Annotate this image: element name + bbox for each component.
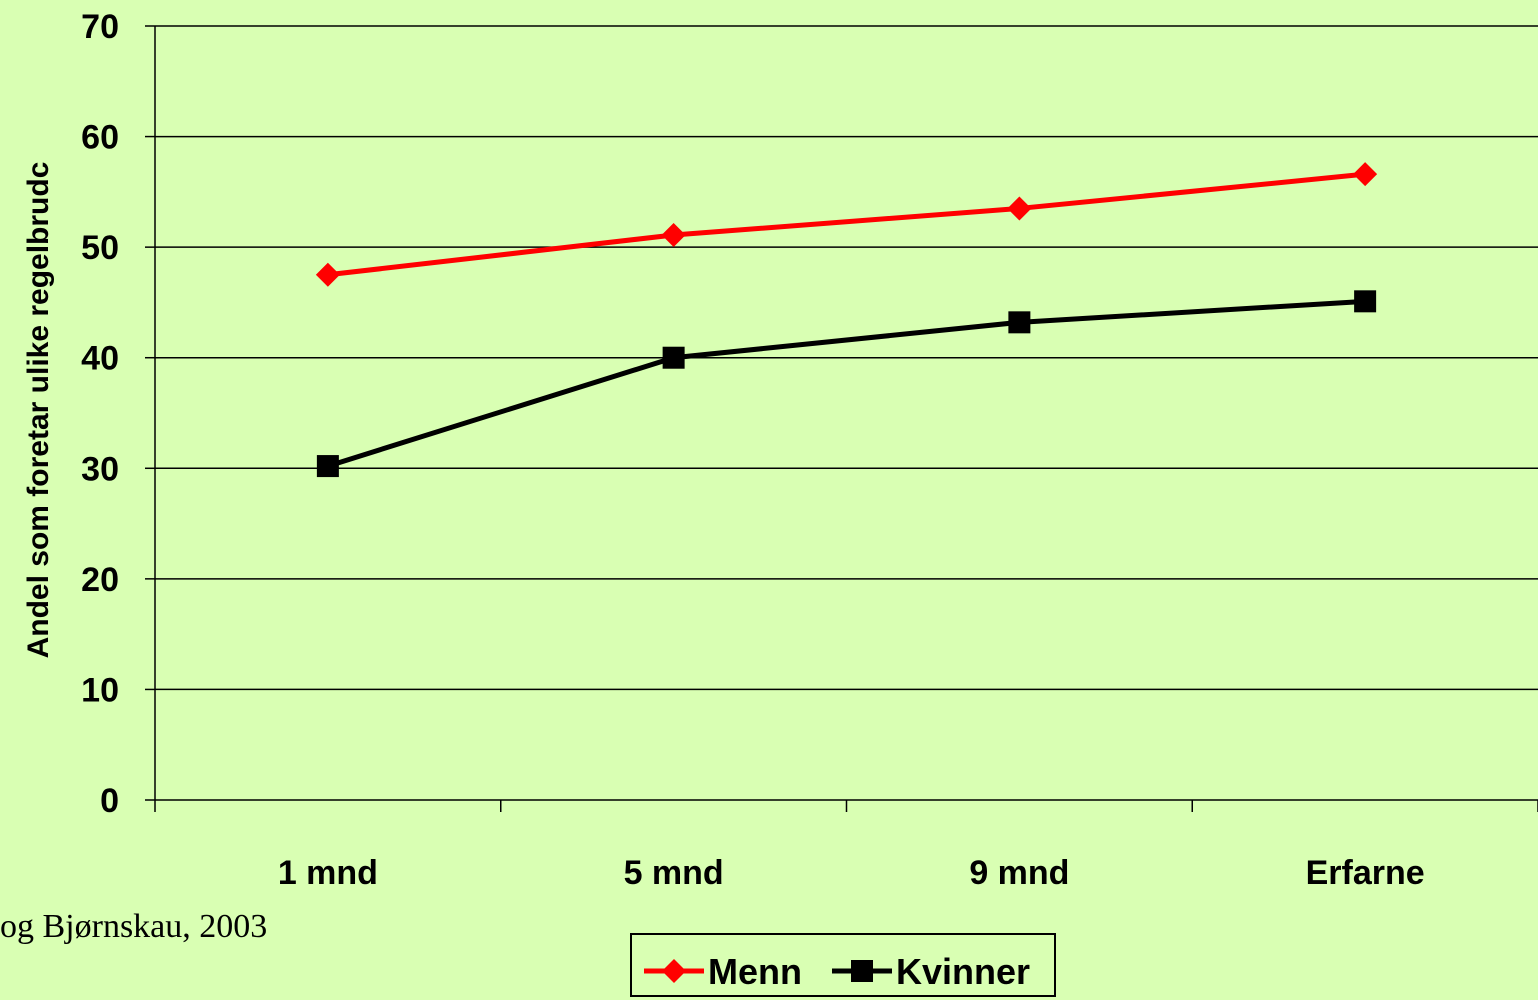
y-tick-label-50: 50: [81, 229, 119, 267]
data-point-menn-2: [661, 222, 686, 247]
source-note: og Bjørnskau, 2003: [0, 908, 268, 945]
data-point-kvinner-2: [662, 346, 685, 369]
legend-label-kvinner: Kvinner: [896, 951, 1030, 992]
data-point-kvinner-1: [316, 455, 339, 478]
y-tick-label-40: 40: [81, 340, 119, 378]
legend-items: Menn Kvinner: [644, 951, 1030, 992]
axes: [154, 26, 1538, 812]
legend-marker-kvinner: [851, 960, 873, 982]
x-tick-label-4: Erfarne: [1306, 854, 1425, 892]
data-point-kvinner-3: [1008, 311, 1031, 334]
x-tick-label-3: 9 mnd: [969, 854, 1069, 892]
data-point-kvinner-4: [1354, 290, 1377, 313]
x-axis-ticks: 1 mnd 5 mnd 9 mnd Erfarne: [278, 800, 1538, 892]
legend-item-kvinner: Kvinner: [832, 951, 1030, 992]
x-tick-label-1: 1 mnd: [278, 854, 378, 892]
y-axis-title: Andel som foretar ulike regelbrudc: [22, 162, 55, 659]
legend: Menn Kvinner: [630, 933, 1056, 997]
series-layer: [315, 162, 1378, 478]
legend-item-menn: Menn: [644, 951, 802, 992]
y-tick-label-20: 20: [81, 561, 119, 599]
series-line-kvinner: [327, 298, 1366, 469]
y-tick-label-70: 70: [81, 8, 119, 46]
series-kvinner: [316, 290, 1377, 478]
series-line-menn: [327, 171, 1366, 278]
y-axis-ticks: 0 10 20 30 40 50 60 70: [81, 8, 155, 820]
data-point-menn-3: [1007, 196, 1032, 221]
y-tick-label-60: 60: [81, 119, 119, 157]
y-tick-label-0: 0: [100, 782, 119, 820]
x-tick-label-2: 5 mnd: [624, 854, 724, 892]
y-tick-label-30: 30: [81, 450, 119, 488]
legend-label-menn: Menn: [708, 951, 802, 992]
gridlines: [155, 25, 1538, 691]
data-point-menn-4: [1353, 162, 1378, 187]
series-menn: [315, 162, 1378, 287]
y-tick-label-10: 10: [81, 671, 119, 709]
legend-marker-menn: [662, 959, 686, 983]
data-point-menn-1: [315, 262, 340, 287]
